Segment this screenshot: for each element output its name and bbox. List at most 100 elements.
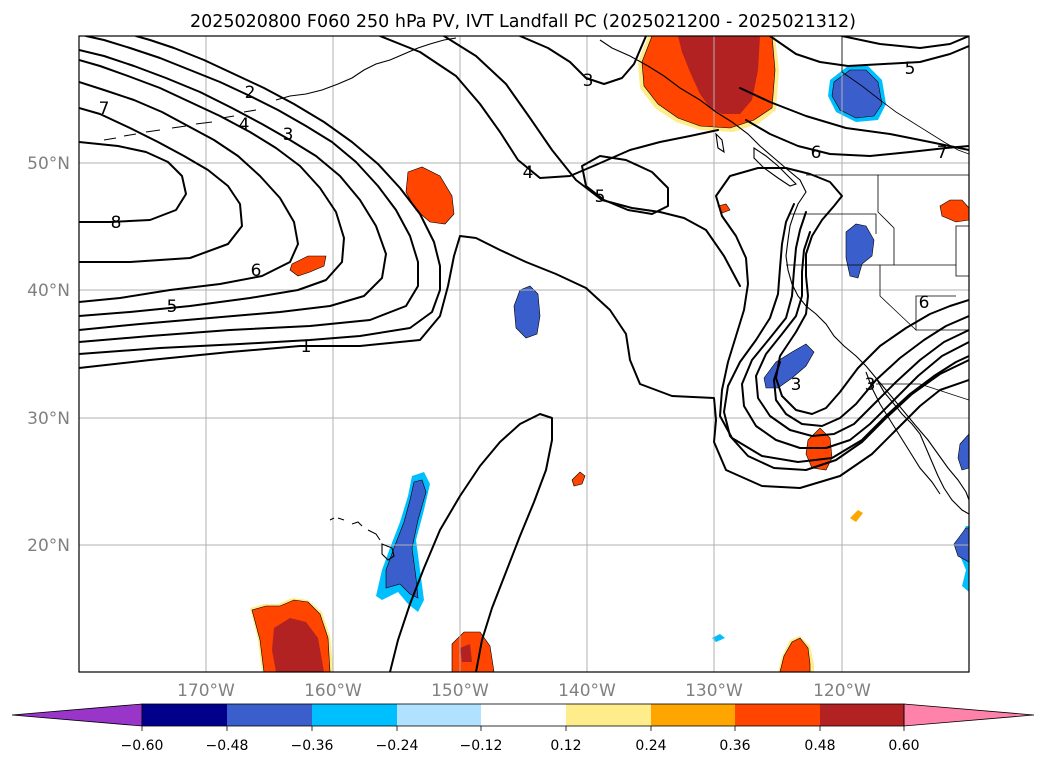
colorbar-segment (397, 704, 481, 726)
negative-blob-tiny (712, 634, 725, 642)
colorbar-outline (141, 703, 905, 727)
colorbar-tick-label: 0.60 (888, 738, 919, 754)
contour-labels: 7 8 2 4 3 6 5 1 3 4 5 5 6 7 6 3 3 (99, 59, 948, 395)
contour-label: 3 (791, 375, 802, 395)
latitude-axis: 50°N 40°N 30°N 20°N (27, 154, 70, 556)
contour-5-east (741, 211, 969, 449)
utah-border (955, 225, 969, 277)
lat-tick-label: 20°N (27, 536, 70, 556)
contour-label: 2 (245, 83, 256, 103)
colorbar-segment (651, 704, 735, 726)
lon-tick-label: 130°W (685, 681, 743, 701)
lat-tick-label: 30°N (27, 409, 70, 429)
contour-8 (79, 141, 187, 223)
vancouver-island (753, 146, 798, 187)
map-panel: 7 8 2 4 3 6 5 1 3 4 5 5 6 7 6 3 3 (78, 35, 970, 673)
negative-blob-east-edge-upper (957, 433, 969, 471)
haida-gwaii (715, 132, 725, 154)
coastlines (103, 37, 969, 561)
positive-blob-southwest (250, 598, 334, 672)
contour-hawaii-south (389, 413, 553, 672)
contour-label: 6 (811, 143, 822, 163)
colorbar-extend-max (903, 703, 1035, 727)
colorbar-tick-label: 0.12 (550, 738, 581, 754)
contour-6-west (79, 81, 299, 303)
contour-7-west (79, 107, 243, 263)
contour-5-north (581, 155, 669, 215)
contour-3-north (519, 36, 647, 85)
contour-2-east (715, 167, 969, 463)
negative-blob-hawaii (376, 472, 430, 612)
positive-blob-tiny-3 (850, 510, 863, 522)
colorbar-tick-label: 0.48 (804, 738, 835, 754)
negative-blob-central (513, 285, 541, 339)
contour-3-east (773, 315, 969, 427)
contour-7-northeast (739, 87, 969, 151)
contour-label: 6 (251, 261, 262, 281)
contour-4-east (755, 231, 969, 437)
colorbar-tick-label: −0.12 (460, 738, 503, 754)
colorbar-tick-label: −0.48 (206, 738, 249, 754)
contour-label: 6 (919, 293, 930, 313)
political-borders (786, 36, 969, 401)
colorbar-tick-label: −0.24 (376, 738, 419, 754)
alaska-coastline (275, 37, 457, 101)
lon-tick-label: 160°W (304, 681, 362, 701)
contour-5-northeast (769, 36, 969, 67)
lat-tick-label: 40°N (27, 281, 70, 301)
contour-label: 5 (167, 297, 178, 317)
positive-blob-small-west (289, 255, 327, 277)
colorbar-segment (312, 704, 397, 726)
contour-label: 1 (301, 337, 312, 357)
contour-6-northeast (745, 119, 969, 157)
baja-peninsula-coastline (865, 371, 969, 515)
positive-blob-tiny-2 (571, 471, 586, 487)
aleutian-islands (103, 109, 257, 141)
contour-label: 4 (523, 163, 534, 183)
contour-label: 5 (905, 59, 916, 79)
contour-label: 3 (283, 125, 294, 145)
colorbar-tick-label: 0.24 (635, 738, 666, 754)
contour-1-west (79, 235, 969, 489)
contour-4-northeast (841, 36, 969, 49)
idaho-border (877, 175, 895, 265)
contour-label: 7 (937, 143, 948, 163)
colorbar-tick-label: −0.60 (121, 738, 164, 754)
colorbar-segment (227, 704, 312, 726)
contour-label: 3 (583, 71, 594, 91)
longitude-axis: 170°W 160°W 150°W 140°W 130°W 120°W (177, 681, 871, 701)
colorbar-segment (481, 704, 566, 726)
positive-blob-south-central (451, 631, 495, 672)
lon-tick-label: 140°W (558, 681, 616, 701)
contour-label: 3 (865, 375, 876, 395)
colorbar-tick-label: −0.36 (291, 738, 334, 754)
colorbar: −0.60 −0.48 −0.36 −0.24 −0.12 0.12 0.24 … (11, 703, 1035, 754)
contour-1-north (379, 36, 719, 179)
contour-label: 4 (239, 115, 250, 135)
colorbar-extend-min (11, 703, 143, 727)
positive-blob-southeast (778, 636, 814, 672)
oregon-washington-border (790, 213, 877, 234)
colorbar-segment (142, 704, 227, 726)
contour-label: 8 (111, 213, 122, 233)
contour-2-west (79, 36, 441, 355)
lat-tick-label: 50°N (27, 154, 70, 174)
hawaii-islands (329, 517, 395, 561)
colorbar-ticks (141, 726, 905, 731)
lon-tick-label: 150°W (431, 681, 489, 701)
lon-tick-label: 170°W (177, 681, 235, 701)
colorbar-segment (820, 704, 904, 726)
contour-3-west (79, 36, 419, 343)
us-mexico-border (876, 383, 969, 401)
colorbar-segment (566, 704, 651, 726)
colorbar-segment (735, 704, 820, 726)
negative-blob-oregon (845, 223, 875, 279)
figure-title: 2025020800 F060 250 hPa PV, IVT Landfall… (190, 12, 856, 32)
contour-6-east (723, 203, 969, 471)
pv-contours (79, 36, 969, 672)
contour-label: 5 (595, 187, 606, 207)
contour-5-west (79, 59, 345, 317)
colorbar-tick-label: 0.36 (719, 738, 750, 754)
positive-blob-east-edge (939, 199, 969, 223)
